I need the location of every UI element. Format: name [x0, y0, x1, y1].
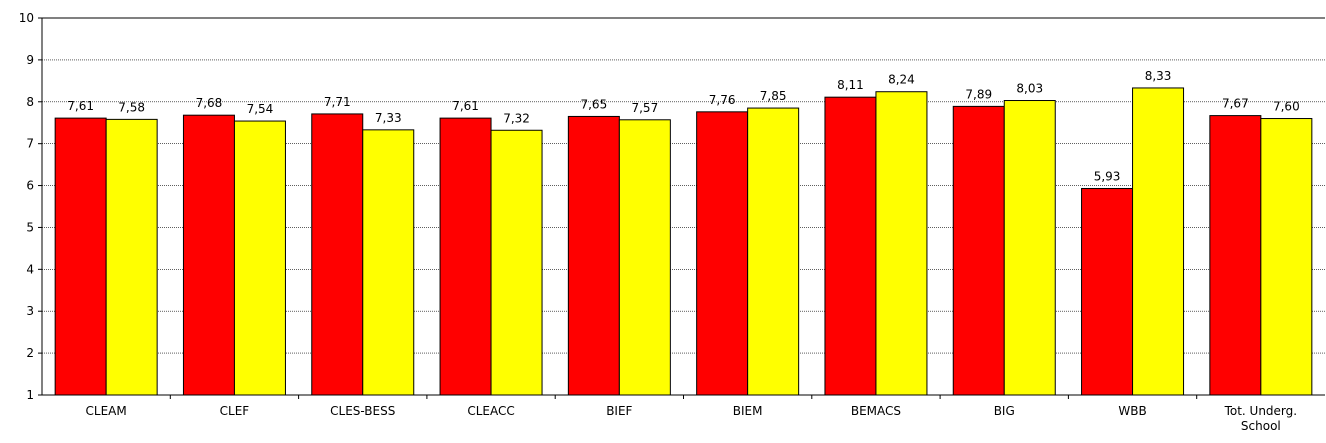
- bar-series2-7: [1003, 100, 1056, 396]
- data-label: 7,71: [324, 95, 351, 109]
- data-label: 7,67: [1222, 97, 1249, 111]
- data-label: 7,33: [375, 111, 402, 125]
- data-label: 7,61: [67, 99, 94, 113]
- data-label: 7,76: [709, 93, 736, 107]
- data-label: 8,11: [837, 78, 864, 92]
- y-tick-label: 10: [19, 11, 34, 25]
- bar-series1-4: [567, 115, 620, 396]
- bar-series1-9: [1209, 115, 1262, 396]
- data-label: 5,93: [1094, 169, 1121, 183]
- category-label: BIG: [994, 404, 1015, 418]
- data-label: 7,68: [196, 96, 223, 110]
- y-tick-label: 1: [26, 388, 34, 402]
- bar-series2-2: [362, 129, 415, 396]
- bar-series1-3: [439, 117, 492, 396]
- y-tick-label: 7: [26, 137, 34, 151]
- category-label: CLEAM: [86, 404, 127, 418]
- category-label: Tot. Underg.: [1224, 404, 1298, 418]
- y-tick-label: 3: [26, 304, 34, 318]
- bar-series2-1: [233, 120, 286, 396]
- y-tick-label: 5: [26, 220, 34, 234]
- category-label: CLEF: [220, 404, 250, 418]
- bar-series1-5: [696, 111, 749, 396]
- data-label: 7,57: [631, 101, 658, 115]
- data-label: 7,61: [452, 99, 479, 113]
- bar-series1-1: [182, 114, 235, 396]
- bar-series2-3: [490, 129, 543, 396]
- bar-series2-6: [875, 91, 928, 396]
- bar-series2-9: [1260, 118, 1313, 396]
- data-label: 7,58: [118, 100, 145, 114]
- bar-series1-7: [952, 105, 1005, 396]
- bar-series2-5: [747, 107, 800, 396]
- category-label: BEMACS: [851, 404, 901, 418]
- category-label: BIEM: [733, 404, 763, 418]
- category-label: BIEF: [606, 404, 632, 418]
- y-tick-label: 8: [26, 95, 34, 109]
- data-label: 7,65: [580, 97, 607, 111]
- y-tick-label: 2: [26, 346, 34, 360]
- bar-series1-2: [311, 113, 364, 396]
- bar-series2-0: [105, 118, 158, 396]
- data-label: 7,60: [1273, 100, 1300, 114]
- data-label: 7,85: [760, 89, 787, 103]
- data-label: 7,32: [503, 111, 530, 125]
- category-label: WBB: [1118, 404, 1146, 418]
- y-tick-label: 9: [26, 53, 34, 67]
- data-label: 7,54: [247, 102, 274, 116]
- bar-series2-4: [618, 119, 671, 396]
- y-tick-label: 6: [26, 179, 34, 193]
- bar-series2-8: [1132, 87, 1185, 396]
- bar-series1-6: [824, 96, 877, 396]
- category-label: School: [1241, 419, 1281, 433]
- bar-series1-0: [54, 117, 107, 396]
- category-label: CLES-BESS: [330, 404, 395, 418]
- category-label: CLEACC: [467, 404, 514, 418]
- data-label: 8,24: [888, 73, 915, 87]
- data-label: 8,33: [1145, 69, 1172, 83]
- y-tick-label: 4: [26, 262, 34, 276]
- data-label: 7,89: [965, 87, 992, 101]
- data-label: 8,03: [1016, 82, 1043, 96]
- bar-series1-8: [1081, 187, 1134, 396]
